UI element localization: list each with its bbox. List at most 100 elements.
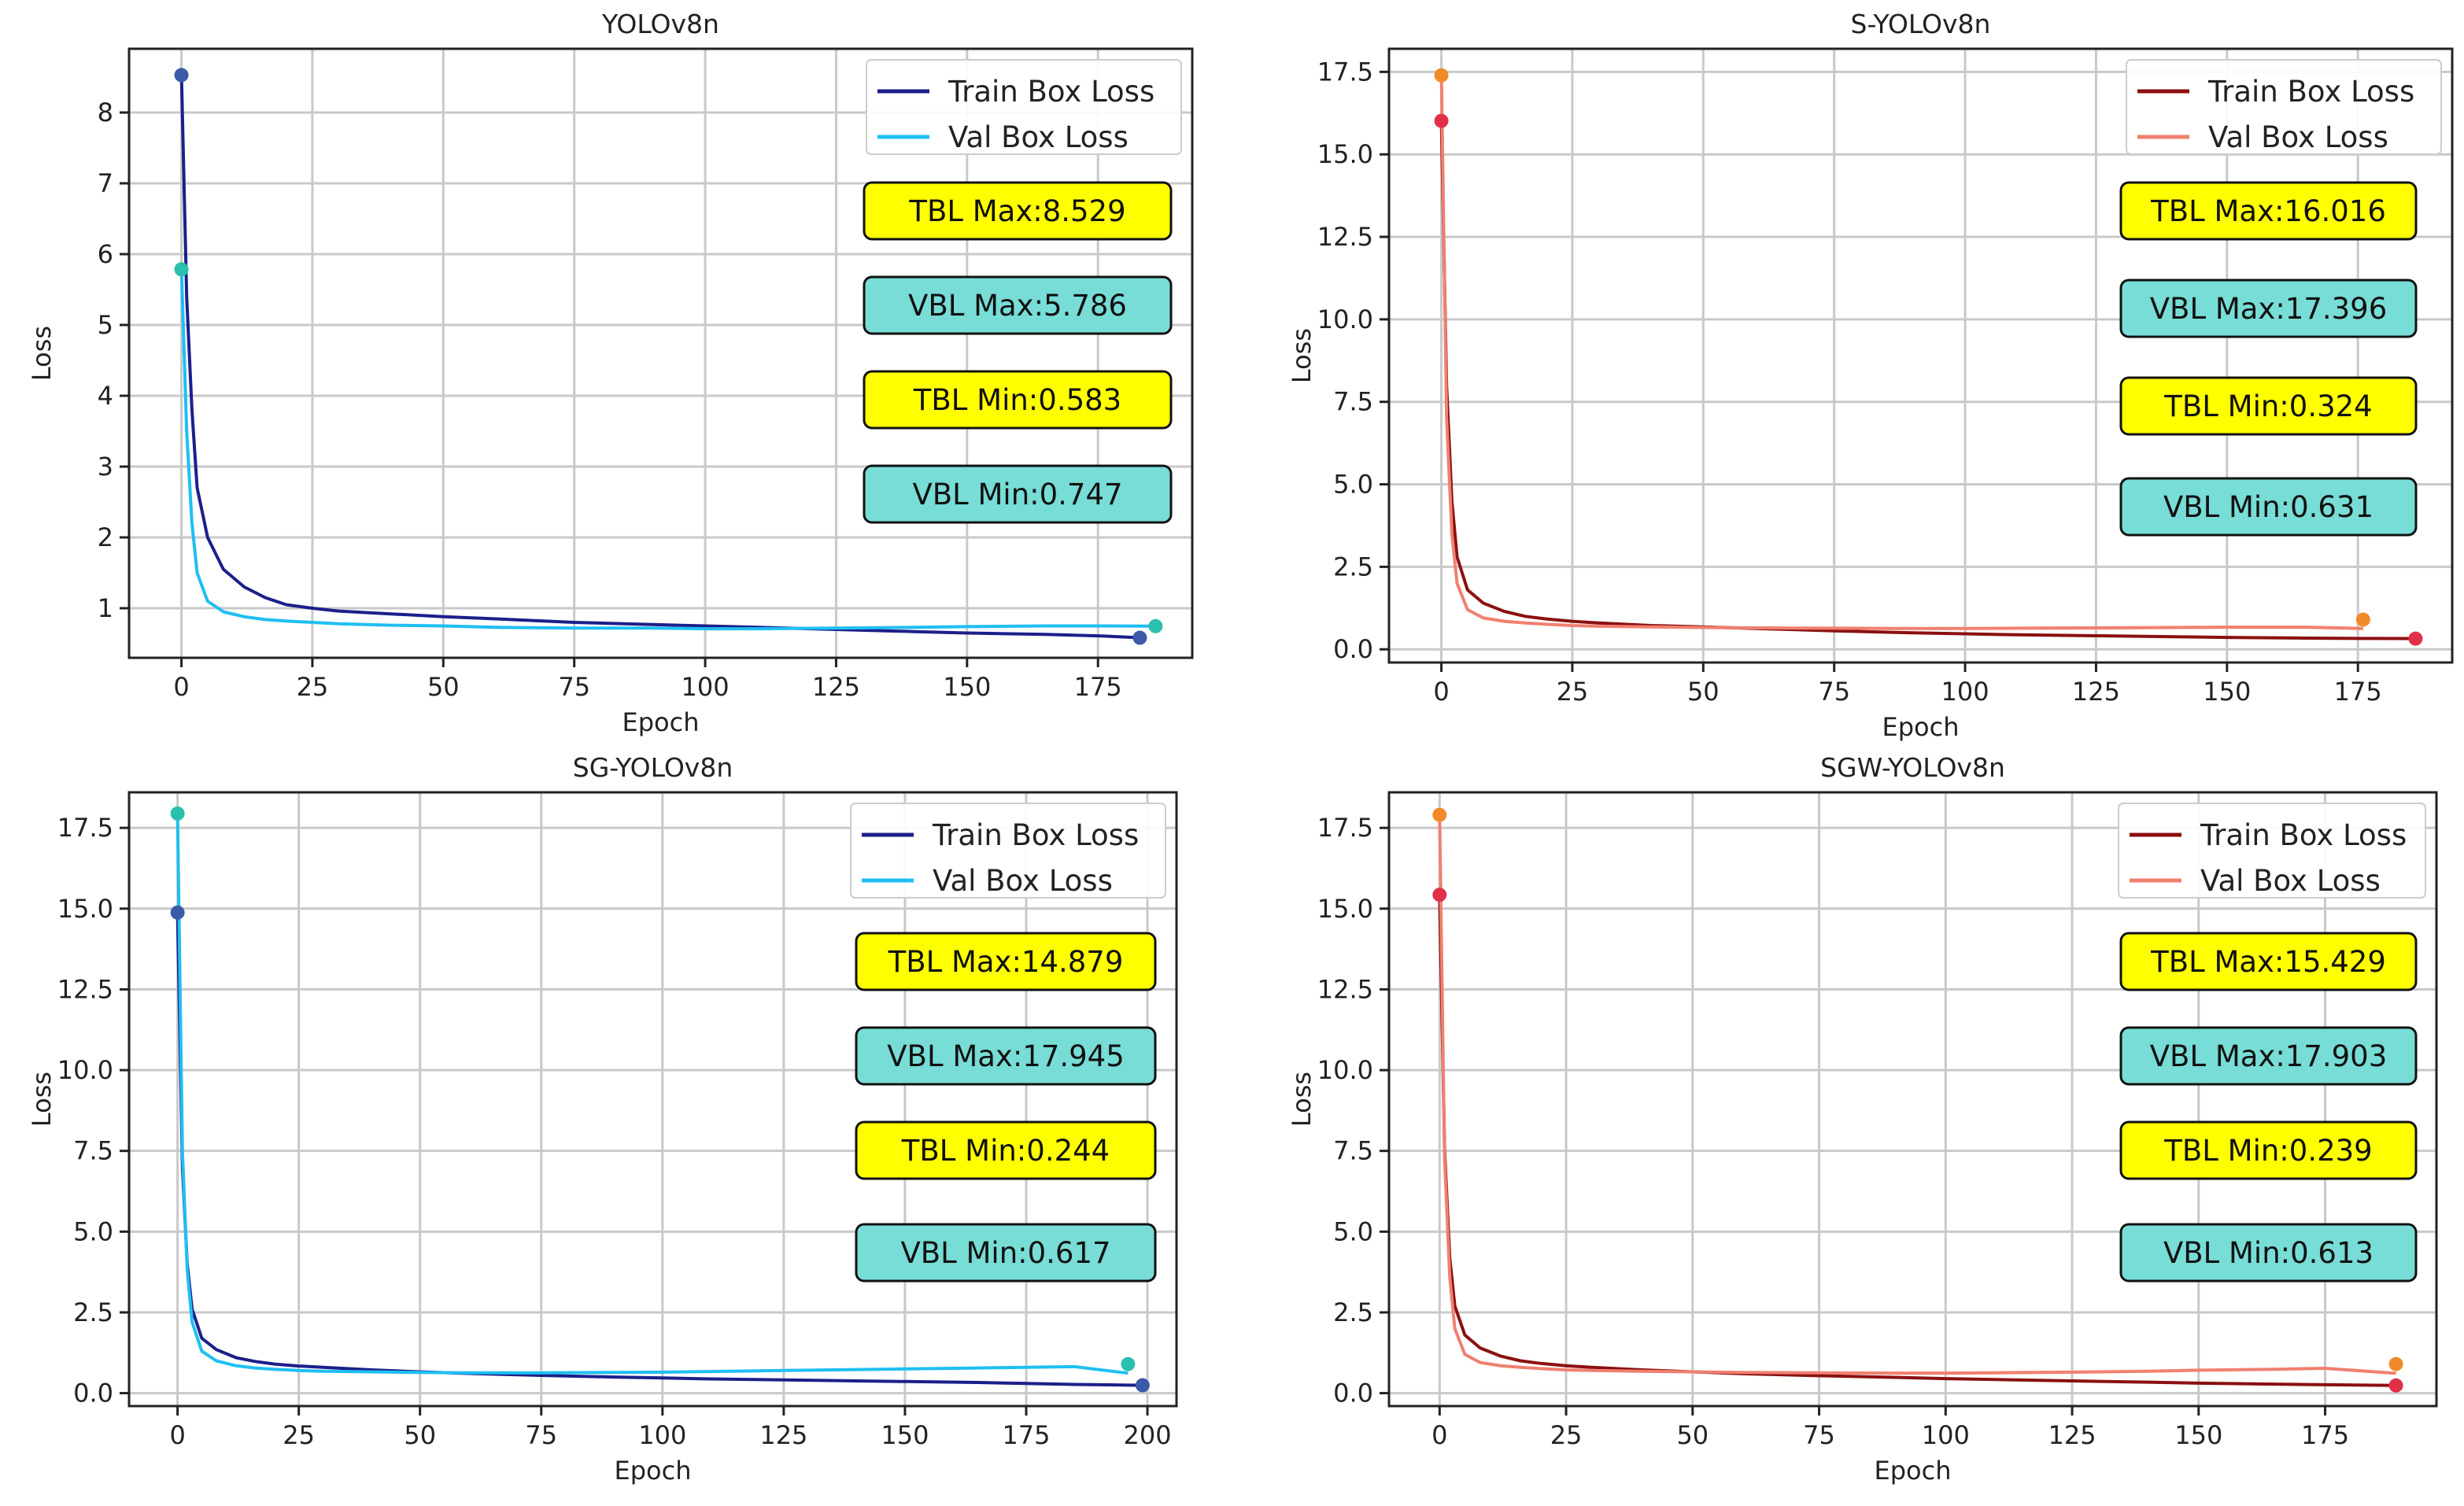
x-tick-label: 75 [525,1420,557,1450]
val-extreme-marker [2388,1357,2403,1371]
legend-label: Train Box Loss [948,75,1154,109]
y-axis-label: Loss [27,326,57,381]
x-tick-label: 200 [1123,1420,1171,1450]
y-tick-label: 5.0 [1333,470,1373,500]
annotation-box [2119,1120,2418,1180]
y-axis-label: Loss [27,1072,57,1127]
x-tick-label: 25 [1550,1420,1583,1450]
y-tick-label: 15.0 [57,894,113,924]
x-tick-label: 75 [558,672,590,702]
x-tick-label: 50 [1676,1420,1709,1450]
val-extreme-marker [1148,618,1163,633]
annotation-label: VBL Min:0.617 [900,1236,1110,1270]
val-box-loss-line [1439,75,2363,630]
x-tick-label: 150 [943,672,991,702]
y-tick-label: 7.5 [1333,387,1373,417]
x-tick-label: 50 [404,1420,436,1450]
train-extreme-marker [1135,1378,1150,1393]
annotation-box [2119,932,2418,991]
y-tick-label: 4 [98,381,113,411]
train-extreme-marker [174,68,189,83]
annotation-box [2119,1223,2418,1283]
legend-box [2118,803,2426,899]
x-tick-label: 25 [283,1420,315,1450]
val-extreme-marker [2355,612,2370,627]
annotation-box [863,464,1173,524]
x-tick-label: 100 [1941,677,1989,707]
annotation-label: TBL Min:0.239 [2163,1134,2372,1168]
annotation-box [2119,279,2418,338]
annotation-box [855,1120,1157,1180]
annotation-box [855,932,1157,991]
x-tick-label: 175 [2301,1420,2349,1450]
y-tick-label: 7.5 [73,1136,113,1166]
annotation-label: TBL Min:0.583 [913,383,1121,417]
annotation-label: VBL Max:17.903 [2150,1039,2388,1073]
y-tick-label: 3 [98,452,113,482]
annotation-box [863,370,1173,430]
legend-box [850,803,1166,899]
y-tick-label: 10.0 [1317,305,1373,334]
x-tick-label: 0 [1431,1420,1447,1450]
legend-label: Val Box Loss [2208,120,2388,154]
val-extreme-marker [170,806,185,821]
val-box-loss-line [1438,814,2396,1375]
x-tick-label: 125 [812,672,860,702]
y-tick-label: 17.5 [57,813,113,843]
x-tick-label: 25 [297,672,329,702]
x-tick-label: 125 [759,1420,807,1450]
val-extreme-marker [174,262,189,277]
y-tick-label: 5.0 [73,1216,113,1246]
y-tick-label: 0.0 [1333,1379,1373,1408]
annotation-label: VBL Max:17.945 [887,1039,1125,1073]
y-tick-label: 1 [98,593,113,623]
annotation-box [2119,477,2418,537]
x-tick-label: 150 [881,1420,929,1450]
x-axis-label: Epoch [1882,712,1960,742]
train-extreme-marker [2388,1378,2403,1393]
val-box-loss-line [175,813,1129,1375]
chart-title: YOLOv8n [601,9,719,39]
train-extreme-marker [170,905,185,920]
chart-title: S-YOLOv8n [1851,9,1991,39]
y-tick-label: 7.5 [1333,1136,1373,1166]
y-tick-label: 15.0 [1317,894,1373,924]
train-extreme-marker [2408,631,2423,646]
annotation-box [855,1026,1157,1086]
y-tick-label: 12.5 [1317,222,1373,252]
y-tick-label: 6 [98,239,113,269]
y-axis-label: Loss [1287,328,1317,383]
x-tick-label: 175 [2334,677,2382,707]
legend-label: Train Box Loss [2207,75,2414,109]
chart-panel-3: 0 25 50 75 100 125 150 175 200 0.0 2.5 5.0 7.5 10.0 12… [27,752,1178,1486]
annotation-label: VBL Min:0.747 [912,478,1122,511]
chart-panel-4: 0 25 50 75 100 125 150 175 0.0 2.5 5.0 7.5 10.0 12.5 1… [1287,752,2438,1486]
plot-frame [1387,47,2454,664]
x-tick-label: 100 [638,1420,686,1450]
annotation-box [2119,1026,2418,1086]
legend-box [866,59,1182,155]
x-tick-label: 150 [2203,677,2251,707]
train-box-loss-line [179,75,1140,640]
annotation-box [855,1223,1157,1283]
val-box-loss-line [179,269,1151,631]
y-tick-label: 0.0 [73,1379,113,1408]
x-tick-label: 25 [1557,677,1589,707]
legend-label: Val Box Loss [948,120,1129,154]
annotation-label: TBL Max:8.529 [908,194,1125,228]
train-extreme-marker [1132,630,1147,645]
x-tick-label: 0 [169,1420,185,1450]
y-tick-label: 2.5 [73,1297,113,1327]
y-tick-label: 12.5 [57,974,113,1004]
annotation-label: VBL Min:0.631 [2163,490,2373,524]
annotation-label: VBL Max:17.396 [2150,292,2388,326]
series-group [1439,75,2416,640]
x-tick-label: 175 [1002,1420,1050,1450]
y-tick-label: 17.5 [1317,813,1373,843]
annotation-label: TBL Min:0.324 [2163,389,2372,423]
x-tick-label: 75 [1818,677,1850,707]
chart-panel-2: 0 25 50 75 100 125 150 175 0.0 2.5 5.0 7.5 10.0 12.5 1… [1287,9,2454,742]
annotation-label: TBL Min:0.244 [901,1134,1110,1168]
series-group [1438,814,2396,1387]
